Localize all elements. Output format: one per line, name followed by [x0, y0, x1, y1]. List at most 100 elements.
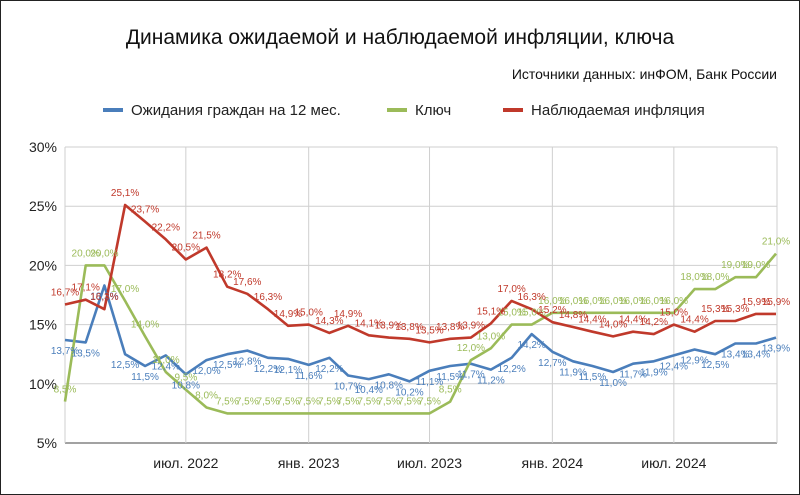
data-label: 13,7% [51, 346, 79, 357]
data-label: 25,1% [111, 188, 139, 199]
data-label: 14,4% [680, 315, 708, 326]
y-tick-label: 5% [37, 435, 57, 451]
data-label: 8,0% [195, 390, 218, 401]
x-tick-label: июл. 2023 [397, 455, 462, 471]
data-label: 10,2% [395, 387, 423, 398]
data-label: 13,8% [395, 322, 423, 333]
data-label: 8,5% [54, 385, 77, 396]
data-label: 7,5% [297, 396, 320, 407]
legend-entry: Наблюдаемая инфляция [531, 102, 705, 119]
data-labels: 13,7%13,5%18,3%12,5%11,5%12,4%10,8%12,0%… [51, 188, 790, 407]
data-label: 11,9% [640, 367, 668, 378]
data-label: 10,4% [355, 385, 383, 396]
x-tick-label: июл. 2022 [153, 455, 218, 471]
data-label: 7,5% [377, 396, 400, 407]
data-label: 7,5% [277, 396, 300, 407]
data-label: 11,5% [579, 372, 607, 383]
data-label: 20,0% [72, 248, 100, 259]
data-label: 20,0% [90, 248, 118, 259]
y-tick-label: 10% [29, 376, 57, 392]
data-label: 12,1% [274, 365, 302, 376]
data-label: 7,5% [257, 396, 280, 407]
data-label: 14,1% [355, 318, 383, 329]
y-tick-label: 15% [29, 317, 57, 333]
data-label: 22,2% [152, 222, 180, 233]
data-label: 15,9% [742, 297, 770, 308]
data-label: 15,0% [660, 308, 688, 319]
data-label: 12,8% [233, 357, 261, 368]
data-label: 16,3% [254, 292, 282, 303]
data-label: 13,9% [457, 321, 485, 332]
legend: Ожидания граждан на 12 мес. Ключ Наблюдаем… [103, 102, 705, 119]
data-label: 10,8% [172, 380, 200, 391]
data-label: 12,0% [192, 366, 220, 377]
data-label: 13,5% [72, 348, 100, 359]
data-label: 16,0% [559, 296, 587, 307]
data-label: 12,5% [111, 360, 139, 371]
data-label: 16,0% [578, 296, 606, 307]
data-label: 16,0% [660, 296, 688, 307]
data-label: 21,5% [192, 231, 220, 242]
data-label: 14,3% [315, 316, 343, 327]
data-label: 13,0% [477, 331, 505, 342]
data-label: 11,5% [131, 372, 159, 383]
data-label: 14,4% [578, 315, 606, 326]
data-label: 7,5% [236, 396, 259, 407]
data-label: 8,5% [439, 385, 462, 396]
data-label: 12,4% [152, 361, 180, 372]
x-tick-label: янв. 2023 [278, 455, 340, 471]
data-label: 15,9% [762, 297, 790, 308]
data-label: 9,5% [174, 373, 197, 384]
data-label: 10,8% [375, 380, 403, 391]
series-line [63, 252, 777, 415]
x-tick-label: янв. 2024 [522, 455, 584, 471]
data-label: 7,5% [216, 396, 239, 407]
chart-subtitle: Источники данных: инФОМ, Банк России [512, 66, 777, 82]
data-label: 11,7% [619, 370, 647, 381]
data-label: 16,0% [538, 296, 566, 307]
data-label: 14,4% [619, 315, 647, 326]
data-label: 18,2% [213, 270, 241, 281]
data-label: 13,4% [742, 350, 770, 361]
data-label: 12,7% [538, 358, 566, 369]
y-tick-label: 20% [29, 257, 57, 273]
legend-entry: Ключ [415, 102, 451, 119]
x-tick-label: июл. 2024 [641, 455, 706, 471]
data-label: 12,5% [701, 360, 729, 371]
data-label: 11,2% [477, 376, 505, 387]
data-label: 13,4% [721, 350, 749, 361]
data-label: 11,5% [436, 372, 464, 383]
data-label: 14,9% [274, 309, 302, 320]
data-label: 11,6% [295, 371, 323, 382]
data-label: 17,6% [233, 277, 261, 288]
data-label: 12,9% [680, 355, 708, 366]
data-label: 7,5% [357, 396, 380, 407]
data-label: 10,7% [334, 382, 362, 393]
data-label: 11,9% [559, 367, 587, 378]
y-axis: 5% 10% 15% 20% 25% 30% [29, 139, 57, 451]
data-label: 16,3% [90, 292, 118, 303]
data-label: 16,0% [619, 296, 647, 307]
data-label: 7,5% [318, 396, 341, 407]
data-label: 15,1% [477, 306, 505, 317]
data-label: 15,0% [294, 308, 322, 319]
data-label: 15,3% [701, 304, 729, 315]
data-label: 13,8% [436, 322, 464, 333]
data-label: 16,7% [51, 287, 79, 298]
data-label: 14,0% [131, 319, 159, 330]
data-label: 17,0% [497, 284, 525, 295]
data-label: 11,7% [457, 370, 485, 381]
data-label: 14,9% [334, 309, 362, 320]
data-label: 13,5% [415, 325, 443, 336]
data-label: 21,0% [762, 237, 790, 248]
data-label: 12,5% [213, 360, 241, 371]
data-label: 11,0% [599, 378, 627, 389]
data-label: 15,3% [721, 304, 749, 315]
y-tick-label: 25% [29, 198, 57, 214]
data-label: 16,0% [599, 296, 627, 307]
data-label: 14,0% [599, 319, 627, 330]
data-label: 18,3% [90, 292, 118, 303]
data-label: 7,5% [337, 396, 360, 407]
